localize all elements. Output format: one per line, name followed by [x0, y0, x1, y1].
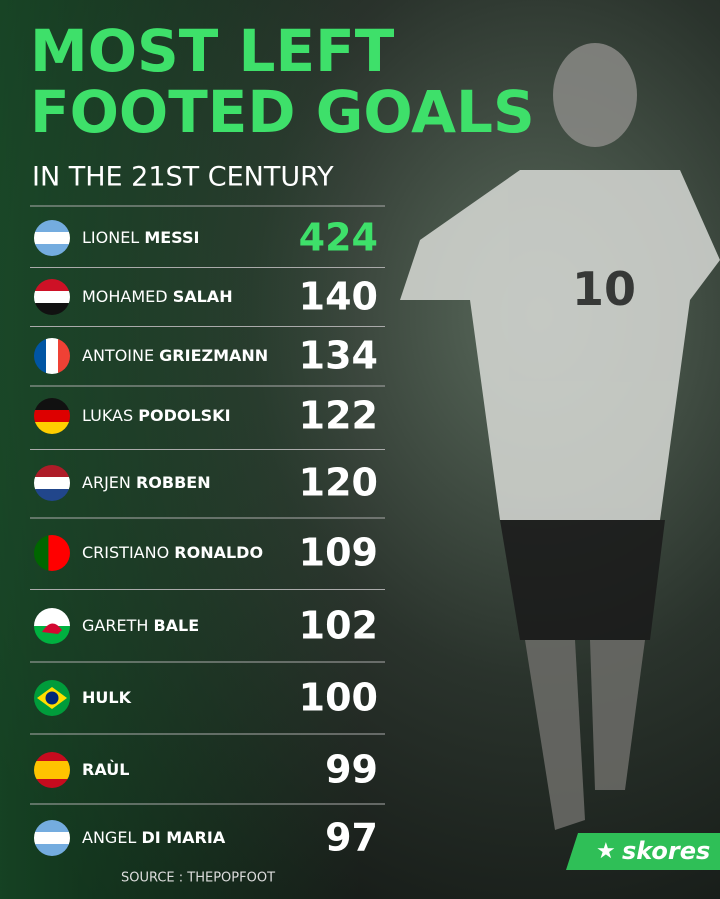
goals: 134 [299, 334, 378, 378]
flag-part [34, 761, 70, 780]
first-name: GARETH [82, 616, 148, 635]
flag-part [34, 398, 70, 411]
flag-part [45, 691, 59, 705]
flag-part [34, 232, 70, 245]
last-name: DI MARIA [141, 828, 225, 847]
player-name: ANGEL DI MARIA [82, 828, 226, 847]
last-name: RAÙL [82, 760, 129, 779]
goals: 102 [299, 604, 378, 648]
flag-part [34, 279, 70, 292]
flag [34, 535, 70, 571]
brand: skores [622, 837, 710, 865]
flag-part [34, 220, 70, 233]
last-name: ROBBEN [136, 473, 211, 492]
goals: 140 [299, 275, 378, 319]
first-name: LIONEL [82, 228, 139, 247]
flag-part [34, 291, 70, 304]
player-name: ANTOINE GRIEZMANN [82, 346, 268, 365]
last-name: MESSI [144, 228, 199, 247]
flag-part [34, 535, 49, 571]
flag-part [34, 465, 70, 478]
goals: 97 [325, 816, 378, 860]
goals: 120 [299, 461, 378, 505]
last-name: HULK [82, 688, 132, 707]
player-name: MOHAMED SALAH [82, 287, 233, 306]
flag-part [58, 338, 70, 374]
flag-part [34, 422, 70, 434]
brand-badge: ★ skores [566, 833, 720, 870]
player-name: GARETH BALE [82, 616, 199, 635]
first-name: ANGEL [82, 828, 136, 847]
player-name: CRISTIANO RONALDO [82, 543, 263, 562]
player-name: LUKAS PODOLSKI [82, 406, 231, 425]
svg-text:★: ★ [596, 839, 616, 864]
flag-part [48, 535, 70, 571]
subtitle: IN THE 21ST CENTURY [32, 162, 334, 193]
flag [34, 398, 70, 434]
player-image: 10 [400, 43, 720, 830]
goals: 99 [325, 748, 378, 792]
flag-part [34, 752, 70, 762]
player-name: LIONEL MESSI [82, 228, 199, 247]
flag-part [34, 477, 70, 490]
flag-part [34, 779, 70, 788]
last-name: GRIEZMANN [159, 346, 268, 365]
title-line: FOOTED GOALS [30, 78, 535, 146]
svg-text:10: 10 [572, 262, 636, 316]
last-name: RONALDO [174, 543, 263, 562]
title-line: MOST LEFT [30, 17, 395, 85]
flag-part [34, 844, 70, 856]
goals: 122 [299, 394, 378, 438]
flag-part [34, 489, 70, 501]
player-name: RAÙL [82, 760, 129, 779]
flag [34, 608, 70, 644]
flag-part [34, 820, 70, 833]
first-name: MOHAMED [82, 287, 168, 306]
goals: 100 [299, 676, 378, 720]
player-name: ARJEN ROBBEN [82, 473, 211, 492]
flag-part [34, 338, 47, 374]
goals: 109 [299, 531, 378, 575]
player-name: HULK [82, 688, 132, 707]
flag [34, 752, 70, 788]
flag [34, 820, 70, 856]
flag-part [34, 608, 70, 627]
flag-part [42, 623, 62, 634]
flag [34, 220, 70, 256]
last-name: SALAH [173, 287, 233, 306]
first-name: ARJEN [82, 473, 131, 492]
first-name: LUKAS [82, 406, 133, 425]
last-name: PODOLSKI [138, 406, 230, 425]
flag [34, 680, 70, 716]
flag [34, 338, 70, 374]
source: SOURCE : THEPOPFOOT [121, 871, 275, 886]
flag-part [34, 244, 70, 256]
flag [34, 465, 70, 501]
flag [34, 279, 70, 315]
first-name: CRISTIANO [82, 543, 169, 562]
flag-part [34, 303, 70, 315]
goals: 424 [299, 216, 378, 260]
flag-part [34, 410, 70, 423]
flag-part [46, 338, 59, 374]
flag-part [34, 832, 70, 845]
last-name: BALE [153, 616, 199, 635]
first-name: ANTOINE [82, 346, 154, 365]
